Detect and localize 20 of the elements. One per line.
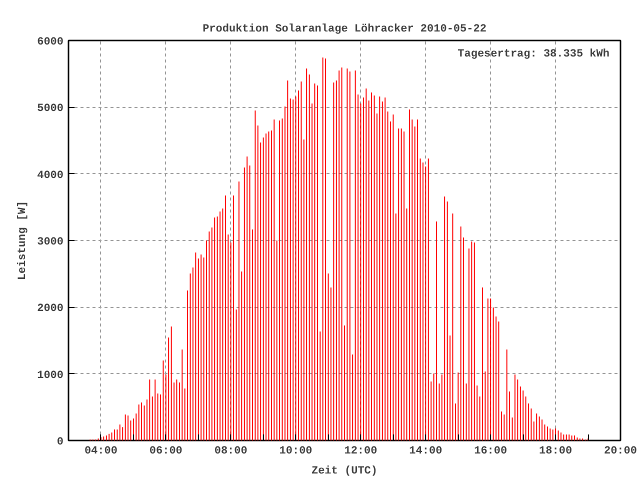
x-tick-label: 12:00	[344, 446, 378, 458]
y-tick-label: 1000	[37, 370, 64, 382]
x-tick-label: 06:00	[149, 446, 182, 458]
y-tick-label: 4000	[37, 170, 64, 182]
annotation: Tagesertrag: 38.335 kWh	[458, 48, 610, 60]
x-tick-label: 20:00	[604, 446, 638, 458]
x-tick-label: 04:00	[84, 446, 118, 458]
y-tick-label: 6000	[37, 36, 64, 48]
y-tick-label: 0	[56, 436, 64, 448]
chart-title: Produktion Solaranlage Löhracker 2010-05-22	[202, 24, 486, 36]
y-tick-label: 2000	[37, 303, 64, 316]
x-tick-label: 10:00	[279, 446, 312, 458]
y-tick-label: 5000	[37, 103, 64, 116]
y-tick-label: 3000	[37, 236, 64, 248]
x-tick-label: 18:00	[539, 446, 572, 458]
y-axis-title: Leistung [W]	[17, 200, 30, 280]
x-tick-label: 14:00	[409, 446, 442, 458]
x-tick-label: 08:00	[214, 446, 248, 458]
x-axis-title: Zeit (UTC)	[311, 466, 378, 478]
x-tick-label: 16:00	[474, 446, 508, 458]
